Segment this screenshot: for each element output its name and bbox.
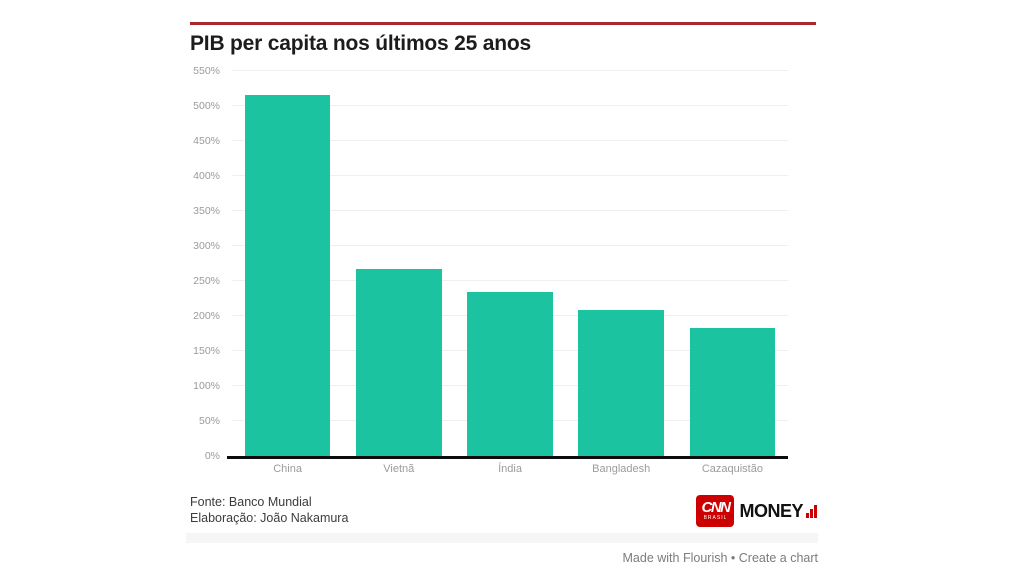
mini-bar-chart-icon — [806, 504, 818, 518]
y-tick-label: 400% — [193, 170, 220, 182]
chart-card: PIB per capita nos últimos 25 anos 0% 50%… — [186, 10, 818, 543]
y-tick-label: 0% — [204, 450, 220, 462]
bar-chart: 0% 50% 100% 150% 200% 250% 300% 350% 400% 450% 500… — [186, 65, 818, 475]
plot-area: 0% 50% 100% 150% 200% 250% 300% 350% 400% 450% 500… — [193, 65, 788, 462]
bar-bangladesh[interactable] — [578, 310, 665, 456]
chart-footer: Fonte: Banco Mundial Elaboração: João Na… — [190, 494, 818, 527]
y-tick-label: 150% — [193, 345, 220, 357]
cnn-money-logo: CNN BRASIL MONEY — [696, 495, 818, 527]
gridline — [232, 140, 788, 141]
source-block: Fonte: Banco Mundial Elaboração: João Na… — [190, 494, 348, 526]
accent-rule — [190, 22, 816, 25]
made-with-flourish-link[interactable]: Made with Flourish — [622, 551, 728, 565]
cnn-logo-text: CNN — [701, 499, 731, 516]
gridline — [232, 70, 788, 71]
y-tick-label: 250% — [193, 275, 220, 287]
bar-india[interactable] — [467, 292, 553, 456]
gridline — [232, 105, 788, 106]
bar-slot — [454, 71, 565, 456]
y-tick-label: 450% — [193, 135, 220, 147]
x-tick-label: Vietnã — [383, 463, 415, 475]
bar-vietna[interactable] — [355, 269, 442, 456]
gridline — [232, 280, 788, 281]
y-tick-label: 500% — [193, 100, 220, 112]
y-tick-label: 50% — [198, 415, 220, 427]
bars-row — [232, 71, 788, 456]
y-tick-label: 300% — [193, 240, 220, 252]
chart-title: PIB per capita nos últimos 25 anos — [190, 32, 531, 55]
bar-cazaquistao[interactable] — [689, 327, 776, 456]
gridline — [232, 175, 788, 176]
bar-slot — [566, 71, 677, 456]
bar-china[interactable] — [244, 94, 331, 456]
x-tick-label: China — [273, 463, 302, 475]
y-tick-label: 100% — [193, 380, 220, 392]
y-axis: 0% 50% 100% 150% 200% 250% 300% 350% 400% 450% 500… — [186, 65, 224, 462]
gridline — [232, 210, 788, 211]
x-axis: China Vietnã Índia Bangladesh Cazaquistão — [232, 463, 788, 475]
elaboration-line: Elaboração: João Nakamura — [190, 511, 349, 525]
y-tick-label: 200% — [193, 310, 220, 322]
cnn-logo-box: CNN BRASIL — [696, 495, 735, 527]
bar-slot — [343, 71, 454, 456]
y-tick-label: 550% — [193, 65, 220, 77]
x-tick-label: Bangladesh — [592, 463, 651, 475]
cnn-brasil-text: BRASIL — [703, 515, 728, 521]
create-chart-link[interactable]: Create a chart — [738, 551, 818, 565]
x-tick-label: Índia — [498, 463, 522, 475]
source-line: Fonte: Banco Mundial — [190, 495, 312, 509]
attribution-bullet: • — [730, 551, 736, 565]
x-tick-label: Cazaquistão — [701, 463, 763, 475]
y-tick-label: 350% — [193, 205, 220, 217]
bar-slot — [677, 71, 788, 456]
money-logo-text: MONEY — [739, 500, 803, 521]
bar-slot — [232, 71, 343, 456]
gridline — [232, 245, 788, 246]
flourish-attribution: Made with Flourish • Create a chart — [623, 551, 818, 565]
embed-bottom-strip — [186, 533, 818, 543]
